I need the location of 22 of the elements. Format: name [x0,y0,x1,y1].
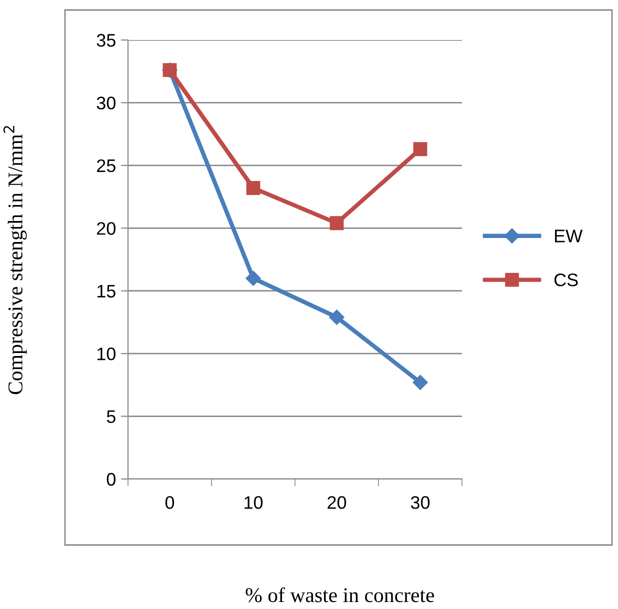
x-tick-label: 30 [410,496,430,509]
y-tick-label: 0 [106,472,116,486]
point [246,181,260,195]
x-tick-label: 10 [244,496,263,509]
point [329,310,344,325]
y-axis-title: Compressive strength in N/mm$^{2}$ [3,126,27,394]
point [412,374,428,390]
y-tick-label: 30 [96,96,116,110]
x-tick-label: 20 [328,496,346,509]
y-tick-label: 10 [97,348,116,360]
x-axis-title: % of waste in concrete [246,587,434,602]
x-tick-label: 0 [165,496,174,509]
point [330,216,344,230]
y-tick-label: 20 [97,222,116,235]
y-tick-label: 35 [96,34,116,47]
point [246,270,261,286]
y-tick-label: 15 [97,284,116,298]
legend-label: CS [554,274,578,286]
y-tick-label: 25 [97,159,116,172]
point [413,142,428,156]
legend-label: EW [555,230,583,242]
y-tick-label: 5 [106,410,116,424]
